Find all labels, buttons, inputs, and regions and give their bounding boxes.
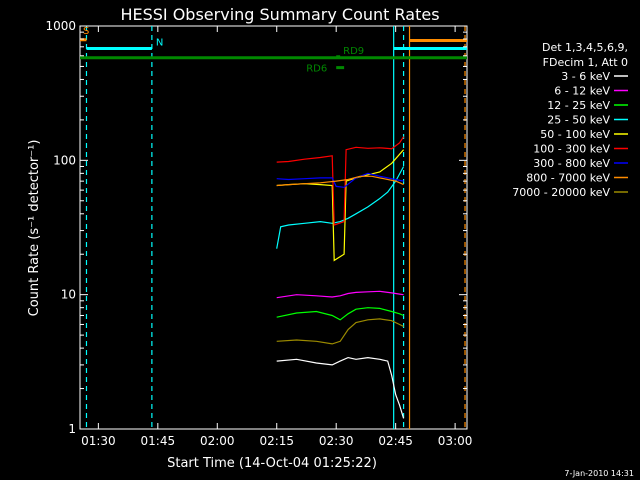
flag-label-5: RD9 — [343, 46, 364, 57]
flag-label-1: N — [156, 37, 163, 48]
y-tick-label-0: 1 — [68, 422, 76, 436]
legend-label-3: 25 - 50 keV — [547, 114, 610, 127]
series-line-6 — [276, 172, 404, 188]
plot-frame — [79, 25, 468, 430]
series-line-5 — [276, 136, 405, 226]
x-tick-label-6: 03:00 — [438, 434, 473, 448]
flag-label-6: RD6 — [306, 64, 327, 75]
x-tick-label-0: 01:30 — [81, 434, 116, 448]
y-tick-label-2: 100 — [53, 153, 76, 167]
x-tick-label-1: 01:45 — [141, 434, 176, 448]
y-axis-ticks: 1 10 100 1000 — [45, 19, 467, 436]
legend-header-0: Det 1,3,4,5,6,9, — [542, 41, 628, 54]
chart-title: HESSI Observing Summary Count Rates — [120, 5, 439, 24]
legend-label-4: 50 - 100 keV — [540, 128, 610, 141]
legend-header-1: FDecim 1, Att 0 — [543, 56, 628, 69]
flag-bars: S N RD9 RD6 — [80, 26, 467, 75]
y-tick-label-1: 10 — [61, 288, 76, 302]
x-axis-ticks: 01:30 01:45 02:00 02:15 02:30 02:45 03:00 — [81, 26, 472, 448]
x-tick-label-3: 02:15 — [259, 434, 294, 448]
legend-label-5: 100 - 300 keV — [533, 143, 610, 156]
series-line-1 — [276, 290, 404, 299]
legend-label-1: 6 - 12 keV — [554, 85, 610, 98]
legend-label-8: 7000 - 20000 keV — [512, 186, 610, 199]
series-line-0 — [276, 356, 405, 419]
legend-label-0: 3 - 6 keV — [561, 70, 610, 83]
flag-label-0: S — [83, 26, 89, 37]
timestamp: 7-Jan-2010 14:31 — [564, 469, 634, 478]
series-lines — [276, 136, 405, 419]
y-axis-label: Count Rate (s⁻¹ detector⁻¹) — [27, 140, 42, 317]
series-line-7 — [276, 175, 404, 187]
y-tick-label-3: 1000 — [45, 19, 76, 33]
series-line-8 — [276, 318, 404, 345]
series-line-4 — [276, 149, 405, 262]
series-line-2 — [276, 307, 404, 321]
x-tick-label-2: 02:00 — [200, 434, 235, 448]
x-tick-label-5: 02:45 — [378, 434, 413, 448]
legend-label-6: 300 - 800 keV — [533, 157, 610, 170]
x-tick-label-4: 02:30 — [319, 434, 354, 448]
legend: Det 1,3,4,5,6,9, FDecim 1, Att 03 - 6 keV… — [512, 41, 628, 199]
legend-label-2: 12 - 25 keV — [547, 99, 610, 112]
vertical-markers — [85, 26, 466, 429]
legend-label-7: 800 - 7000 keV — [526, 172, 610, 185]
x-axis-label: Start Time (14-Oct-04 01:25:22) — [167, 456, 377, 471]
